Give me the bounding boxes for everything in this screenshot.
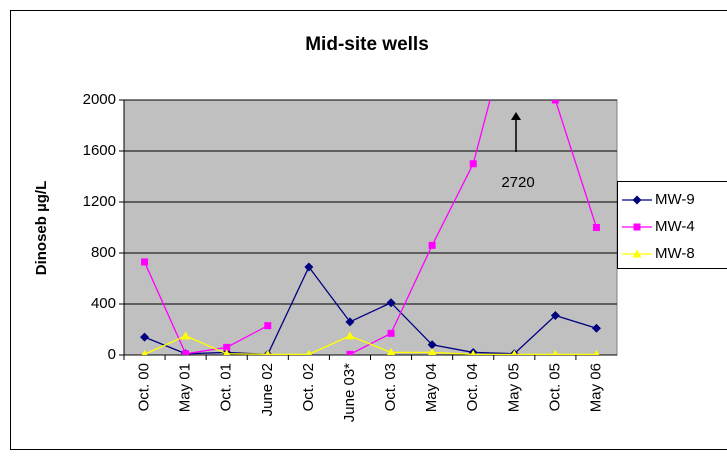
x-tick-label: June 03*	[341, 363, 358, 422]
marker	[427, 340, 437, 350]
annotation-arrowhead	[511, 112, 521, 120]
x-tick-label: May 06	[587, 363, 604, 412]
marker	[470, 349, 477, 355]
marker	[550, 310, 560, 320]
marker	[592, 224, 600, 231]
marker	[428, 241, 436, 249]
marker	[223, 343, 231, 351]
marker	[223, 349, 230, 355]
series-line	[144, 265, 597, 355]
marker	[140, 332, 150, 342]
x-tick-label: Oct. 04	[464, 363, 481, 411]
y-tick-label: 0	[108, 346, 116, 363]
marker	[346, 350, 354, 355]
y-tick-label: 400	[91, 295, 116, 312]
marker	[428, 347, 437, 355]
x-tick-label: May 04	[423, 363, 440, 412]
marker	[182, 350, 190, 355]
marker	[593, 349, 600, 355]
marker	[387, 347, 396, 355]
plot-area	[123, 99, 618, 356]
marker	[511, 349, 518, 355]
marker	[551, 100, 559, 104]
x-tick-label: Oct. 05	[546, 363, 563, 411]
marker	[264, 349, 271, 355]
x-tick-label: Oct. 03	[382, 363, 399, 411]
y-tick-label: 2000	[83, 91, 116, 108]
marker	[304, 262, 314, 272]
marker	[469, 160, 477, 168]
x-tick-label: June 02	[259, 363, 276, 416]
x-tick-label: May 01	[177, 363, 194, 412]
legend-label: MW-9	[655, 191, 695, 208]
annotation: 2720	[501, 174, 534, 191]
y-axis-label: Dinoseb µg/L	[33, 181, 50, 275]
marker	[264, 322, 272, 330]
legend-label: MW-8	[655, 245, 695, 262]
x-tick-label: Oct. 01	[218, 363, 235, 411]
marker	[345, 331, 355, 340]
legend-label: MW-4	[655, 218, 695, 235]
marker	[181, 331, 191, 340]
marker	[141, 349, 148, 355]
marker	[387, 329, 395, 337]
chart-title: Mid-site wells	[305, 34, 429, 55]
y-tick-label: 1600	[83, 142, 116, 159]
marker	[633, 223, 641, 231]
marker	[552, 349, 559, 355]
marker	[632, 195, 642, 205]
x-tick-label: May 05	[505, 363, 522, 412]
marker	[345, 317, 355, 327]
y-tick-label: 1200	[83, 193, 116, 210]
series-line	[144, 335, 597, 355]
marker	[632, 249, 642, 258]
x-tick-label: Oct. 00	[136, 363, 153, 411]
x-tick-label: Oct. 02	[300, 363, 317, 411]
marker	[305, 349, 312, 355]
marker	[141, 258, 149, 266]
marker	[386, 298, 396, 308]
plot-series	[140, 100, 601, 355]
y-tick-label: 800	[91, 244, 116, 261]
marker	[591, 323, 601, 333]
